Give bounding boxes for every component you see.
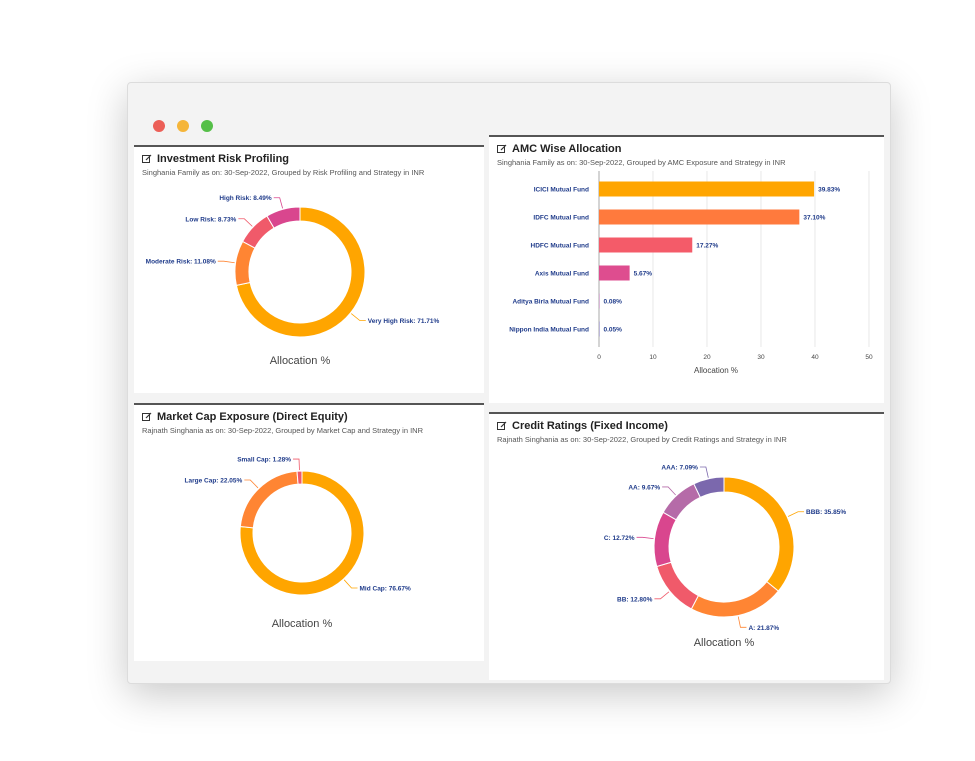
panel-title-text: Market Cap Exposure (Direct Equity) [157, 411, 348, 423]
donut-slice-a[interactable] [690, 580, 780, 618]
donut-connector [662, 486, 676, 496]
donut-connector [273, 197, 283, 209]
y-category-label: ICICI Mutual Fund [534, 187, 589, 194]
panel-title-text: Investment Risk Profiling [157, 153, 290, 165]
credit-ratings-title: Credit Ratings (Fixed Income) [497, 420, 668, 432]
donut-slice-high-risk[interactable] [266, 206, 301, 229]
donut-data-label: High Risk: 8.49% [219, 195, 272, 202]
close-window-button[interactable] [153, 120, 165, 132]
risk-profiling-title: Investment Risk Profiling [142, 153, 289, 165]
credit-ratings-donut-chart: BBB: 35.85% A: 21.87% BB: 12.80% C: 12.72% A… [604, 465, 846, 649]
donut-slice-bb[interactable] [656, 561, 700, 610]
y-category-label: HDFC Mutual Fund [531, 243, 590, 250]
risk-donut-chart: Very High Risk: 71.71% Moderate Risk: 11.… [146, 195, 440, 367]
donut-connector [654, 591, 670, 600]
credit-ratings-panel: Credit Ratings (Fixed Income) Rajnath Si… [489, 412, 884, 680]
amc-allocation-title: AMC Wise Allocation [497, 143, 622, 155]
x-tick-label: 50 [865, 354, 873, 361]
donut-data-label: Moderate Risk: 11.08% [146, 259, 216, 266]
donut-connector [343, 579, 358, 589]
donut-connector [699, 466, 709, 478]
panel-subtitle: Singhania Family as on: 30-Sep-2022, Gro… [142, 168, 425, 177]
bar-value-label: 39.83% [818, 187, 840, 194]
y-category-label: Aditya Birla Mutual Fund [512, 299, 589, 306]
market-cap-donut-chart: Mid Cap: 76.67% Large Cap: 22.05% Small Ca… [185, 457, 412, 630]
donut-connector [293, 458, 300, 471]
bar-value-label: 0.05% [604, 327, 623, 334]
donut-data-label: AA: 9.67% [628, 484, 660, 491]
x-tick-label: 0 [597, 354, 601, 361]
y-category-label: Nippon India Mutual Fund [509, 327, 589, 334]
y-category-label: Axis Mutual Fund [535, 271, 589, 278]
donut-data-label: Low Risk: 8.73% [185, 216, 236, 223]
amc-bar-chart: 0 10 20 30 40 50 ICICI Mutual Fund 39.83% IDFC M… [509, 171, 873, 375]
donut-connector [238, 218, 253, 227]
edit-icon[interactable] [497, 144, 507, 154]
donut-data-label: AAA: 7.09% [661, 465, 698, 472]
donut-connector [350, 313, 366, 321]
donut-connector [217, 260, 235, 264]
bar-nippon-india-mutual-fund[interactable] [599, 321, 600, 337]
panel-subtitle: Singhania Family as on: 30-Sep-2022, Gro… [497, 158, 786, 167]
panel-title-text: Credit Ratings (Fixed Income) [512, 420, 668, 432]
donut-slice-aa[interactable] [662, 483, 701, 521]
donut-slice-bbb[interactable] [723, 476, 795, 592]
dashboard-grid: Investment Risk Profiling Singhania Fami… [134, 135, 884, 680]
edit-icon[interactable] [142, 412, 152, 422]
edit-icon[interactable] [497, 421, 507, 431]
donut-slice-mid-cap[interactable] [239, 470, 365, 596]
maximize-window-button[interactable] [201, 120, 213, 132]
donut-slice-aaa[interactable] [693, 476, 725, 499]
donut-data-label: Mid Cap: 76.67% [360, 585, 412, 592]
bar-idfc-mutual-fund[interactable] [599, 209, 800, 225]
risk-profiling-panel: Investment Risk Profiling Singhania Fami… [134, 145, 484, 393]
bar-aditya-birla-mutual-fund[interactable] [599, 293, 600, 309]
bar-icici-mutual-fund[interactable] [599, 181, 815, 197]
chart-axis-label: Allocation % [270, 355, 331, 367]
minimize-window-button[interactable] [177, 120, 189, 132]
panel-subtitle: Rajnath Singhania as on: 30-Sep-2022, Gr… [142, 426, 424, 435]
donut-data-label: C: 12.72% [604, 535, 635, 542]
edit-icon[interactable] [142, 154, 152, 164]
x-axis-title: Allocation % [694, 366, 738, 375]
panel-title-text: AMC Wise Allocation [512, 143, 622, 155]
donut-slice-very-high-risk[interactable] [235, 206, 366, 338]
market-cap-title: Market Cap Exposure (Direct Equity) [142, 411, 348, 423]
chart-axis-label: Allocation % [694, 637, 755, 649]
bar-hdfc-mutual-fund[interactable] [599, 237, 693, 253]
donut-connector [636, 536, 654, 540]
x-tick-label: 40 [811, 354, 819, 361]
donut-slice-c[interactable] [653, 511, 677, 568]
donut-data-label: BBB: 35.85% [806, 509, 846, 516]
y-category-label: IDFC Mutual Fund [533, 215, 589, 222]
market-cap-panel: Market Cap Exposure (Direct Equity) Rajn… [134, 403, 484, 661]
x-tick-label: 30 [757, 354, 765, 361]
donut-data-label: BB: 12.80% [617, 596, 653, 603]
x-tick-label: 20 [703, 354, 711, 361]
donut-connector [787, 511, 805, 517]
panel-subtitle: Rajnath Singhania as on: 30-Sep-2022, Gr… [497, 435, 787, 444]
donut-connector [737, 616, 747, 628]
donut-data-label: Small Cap: 1.28% [237, 457, 291, 464]
app-window: Investment Risk Profiling Singhania Fami… [127, 82, 891, 684]
donut-slice-moderate-risk[interactable] [234, 240, 256, 286]
bar-value-label: 5.67% [634, 271, 653, 278]
donut-slice-small-cap[interactable] [296, 470, 303, 485]
window-titlebar [128, 83, 890, 133]
chart-axis-label: Allocation % [272, 618, 333, 630]
donut-connector [244, 479, 259, 489]
bar-value-label: 0.08% [604, 299, 623, 306]
bar-value-label: 37.10% [803, 215, 825, 222]
donut-data-label: A: 21.87% [748, 625, 779, 632]
donut-data-label: Large Cap: 22.05% [185, 478, 243, 485]
donut-data-label: Very High Risk: 71.71% [368, 318, 440, 325]
bar-axis-mutual-fund[interactable] [599, 265, 630, 281]
amc-allocation-panel: AMC Wise Allocation Singhania Family as … [489, 135, 884, 403]
x-tick-label: 10 [649, 354, 657, 361]
bar-value-label: 17.27% [696, 243, 718, 250]
